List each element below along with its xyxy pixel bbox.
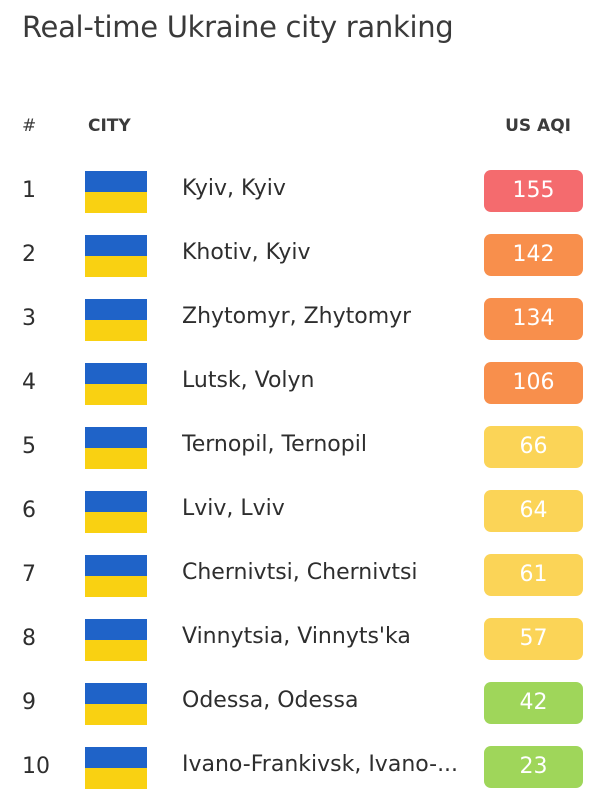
rank-number: 1	[22, 178, 36, 203]
ukraine-flag-icon	[85, 619, 147, 661]
rank-number: 8	[22, 626, 36, 651]
table-row[interactable]: 1 Kyiv, Kyiv 155	[0, 164, 607, 228]
rank-column-header: #	[22, 116, 37, 136]
city-name[interactable]: Chernivtsi, Chernivtsi	[182, 560, 418, 585]
aqi-badge: 61	[484, 554, 583, 596]
rank-number: 6	[22, 498, 36, 523]
rank-number: 4	[22, 370, 36, 395]
ukraine-flag-icon	[85, 363, 147, 405]
ukraine-flag-icon	[85, 555, 147, 597]
rank-number: 5	[22, 434, 36, 459]
city-column-header: CITY	[88, 116, 131, 136]
table-row[interactable]: 10 Ivano-Frankivsk, Ivano-... 23	[0, 740, 607, 804]
rank-number: 2	[22, 242, 36, 267]
city-name[interactable]: Kyiv, Kyiv	[182, 176, 286, 201]
aqi-badge: 66	[484, 426, 583, 468]
rank-number: 10	[22, 754, 50, 779]
city-name[interactable]: Ivano-Frankivsk, Ivano-...	[182, 752, 459, 777]
table-row[interactable]: 5 Ternopil, Ternopil 66	[0, 420, 607, 484]
aqi-badge: 64	[484, 490, 583, 532]
table-row[interactable]: 8 Vinnytsia, Vinnyts'ka 57	[0, 612, 607, 676]
page-title: Real-time Ukraine city ranking	[22, 10, 454, 44]
city-name[interactable]: Vinnytsia, Vinnyts'ka	[182, 624, 411, 649]
ukraine-flag-icon	[85, 171, 147, 213]
aqi-column-header: US AQI	[505, 116, 571, 136]
ukraine-flag-icon	[85, 235, 147, 277]
ukraine-flag-icon	[85, 747, 147, 789]
table-row[interactable]: 6 Lviv, Lviv 64	[0, 484, 607, 548]
city-name[interactable]: Ternopil, Ternopil	[182, 432, 367, 457]
rank-number: 7	[22, 562, 36, 587]
aqi-badge: 106	[484, 362, 583, 404]
table-row[interactable]: 3 Zhytomyr, Zhytomyr 134	[0, 292, 607, 356]
aqi-badge: 23	[484, 746, 583, 788]
aqi-badge: 42	[484, 682, 583, 724]
rank-number: 9	[22, 690, 36, 715]
city-name[interactable]: Lutsk, Volyn	[182, 368, 315, 393]
city-name[interactable]: Lviv, Lviv	[182, 496, 285, 521]
ukraine-flag-icon	[85, 299, 147, 341]
ukraine-flag-icon	[85, 427, 147, 469]
aqi-badge: 155	[484, 170, 583, 212]
ukraine-flag-icon	[85, 491, 147, 533]
aqi-badge: 57	[484, 618, 583, 660]
aqi-badge: 142	[484, 234, 583, 276]
ukraine-flag-icon	[85, 683, 147, 725]
city-name[interactable]: Zhytomyr, Zhytomyr	[182, 304, 412, 329]
table-row[interactable]: 4 Lutsk, Volyn 106	[0, 356, 607, 420]
table-row[interactable]: 9 Odessa, Odessa 42	[0, 676, 607, 740]
city-name[interactable]: Khotiv, Kyiv	[182, 240, 311, 265]
ranking-list: 1 Kyiv, Kyiv 155 2 Khotiv, Kyiv 142 3 Zh…	[0, 164, 607, 804]
rank-number: 3	[22, 306, 36, 331]
aqi-badge: 134	[484, 298, 583, 340]
city-name[interactable]: Odessa, Odessa	[182, 688, 359, 713]
table-row[interactable]: 7 Chernivtsi, Chernivtsi 61	[0, 548, 607, 612]
table-row[interactable]: 2 Khotiv, Kyiv 142	[0, 228, 607, 292]
